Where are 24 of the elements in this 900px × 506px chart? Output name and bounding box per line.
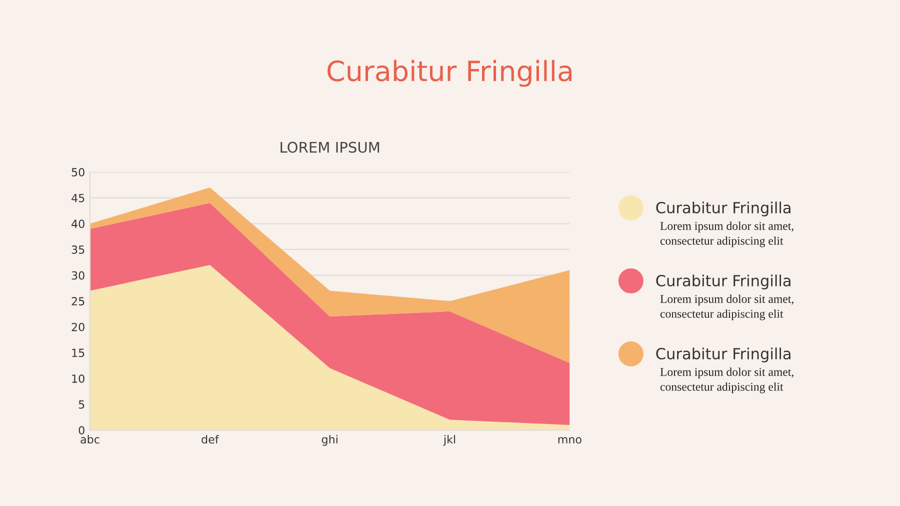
x-tick-label: def: [202, 434, 220, 444]
y-tick-label: 50: [72, 168, 84, 176]
y-tick-label: 10: [72, 374, 84, 383]
chart-subtitle: LOREM IPSUM: [280, 142, 380, 153]
y-tick-label: 45: [72, 194, 84, 202]
legend-label: Curabitur Fringilla: [656, 348, 790, 362]
text: Lorem ipsum dolor sit amet, consectetur adipiscing elit: [660, 294, 794, 320]
text: Lorem ipsum dolor sit amet, consectetur adipiscing elit: [660, 368, 794, 394]
y-tick-label: 20: [72, 322, 84, 332]
y-tick-label: 5: [78, 400, 84, 409]
x-tick-label: abc: [80, 434, 100, 444]
y-tick-label: 40: [72, 220, 84, 228]
text: Lorem ipsum dolor sit amet, consectetur adipiscing elit: [660, 222, 794, 248]
legend-label: Curabitur Fringilla: [656, 274, 790, 290]
y-tick-label: 0: [78, 426, 84, 434]
y-tick-label: 15: [72, 348, 84, 358]
legend-label: Curabitur Fringilla: [656, 202, 790, 216]
chart-title: Curabitur Fringilla: [328, 60, 572, 87]
x-tick-label: jkl: [443, 434, 456, 446]
x-tick-label: mno: [558, 437, 582, 444]
x-tick-label: ghi: [322, 434, 338, 446]
y-tick-label: 25: [72, 297, 84, 306]
y-tick-label: 30: [72, 271, 84, 280]
y-tick-label: 35: [72, 245, 84, 254]
